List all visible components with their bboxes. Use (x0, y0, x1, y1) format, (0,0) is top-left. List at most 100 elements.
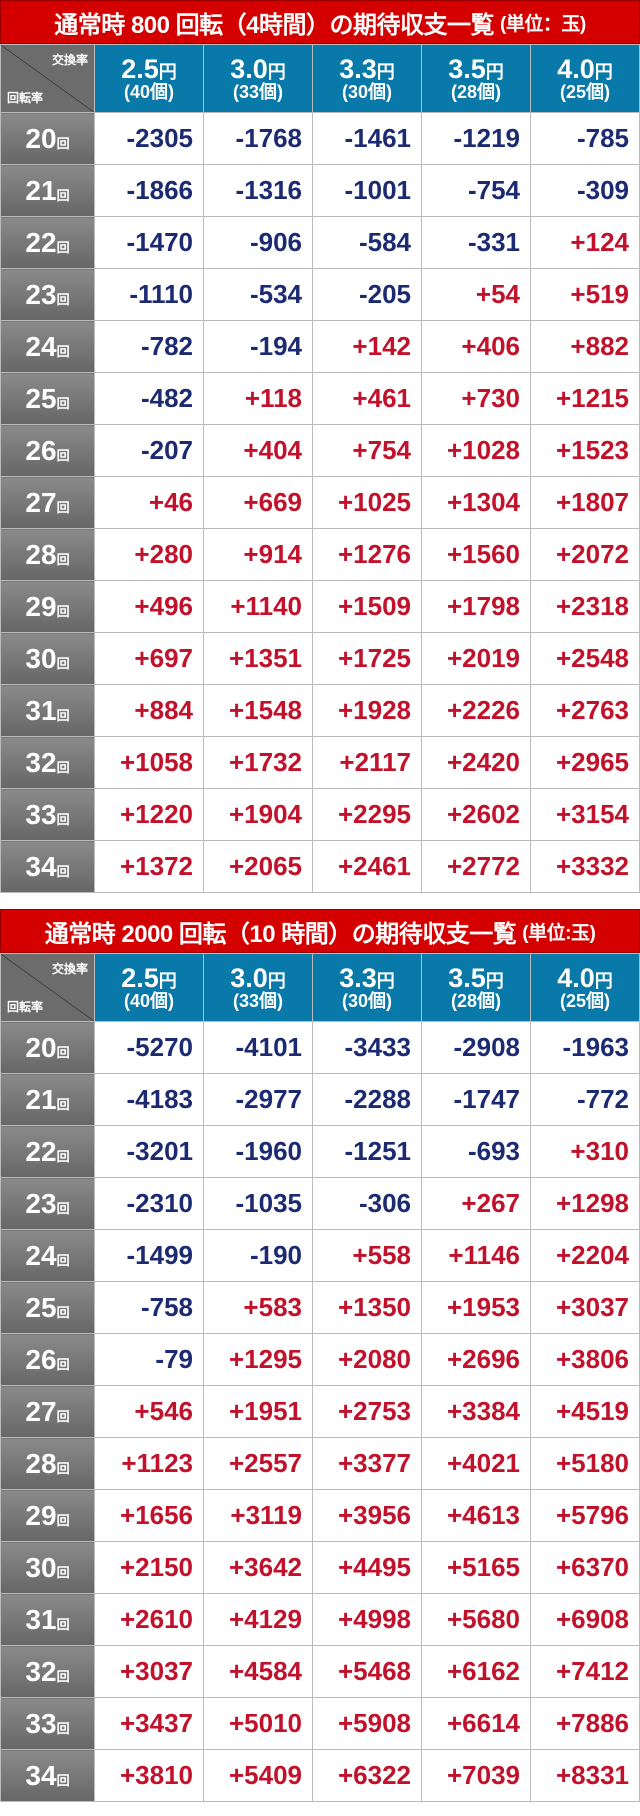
row-label: 34回 (0, 1749, 95, 1802)
table-cell: +2080 (312, 1333, 422, 1386)
table-cell: +2753 (312, 1385, 422, 1438)
table-cell: +1904 (203, 788, 313, 841)
column-header: 4.0円 (25個) (530, 44, 640, 113)
row-label: 33回 (0, 788, 95, 841)
rate-value: 2.5 (121, 962, 159, 993)
table-cell: +2019 (421, 632, 531, 685)
table-cell: -584 (312, 216, 422, 269)
rate-value: 3.5 (448, 962, 486, 993)
payout-table-section: 通常時 2000 回転（10 時間）の期待収支一覧 (単位:玉) 交換率 回転率 2.5… (0, 909, 640, 1802)
table-cell: +3956 (312, 1489, 422, 1542)
row-label: 21回 (0, 1073, 95, 1126)
table-cell: +1140 (203, 580, 313, 633)
ball-count: (33個) (232, 82, 283, 103)
table-cell: +5796 (530, 1489, 640, 1542)
row-label: 31回 (0, 1593, 95, 1646)
table-cell: +496 (94, 580, 204, 633)
table-cell: -309 (530, 164, 640, 217)
table-cell: +2117 (312, 736, 422, 789)
table-cell: +3437 (94, 1697, 204, 1750)
table-cell: +1548 (203, 684, 313, 737)
table-cell: -2310 (94, 1177, 204, 1230)
table-cell: +6322 (312, 1749, 422, 1802)
table-cell: -534 (203, 268, 313, 321)
spin-rate-value: 22 (25, 226, 57, 258)
table-cell: +5409 (203, 1749, 313, 1802)
table-cell: -1110 (94, 268, 204, 321)
table-row: 32回 +3037 +4584 +5468 +6162 +7412 (0, 1645, 640, 1698)
ball-count: (33個) (232, 991, 283, 1012)
table-cell: -3201 (94, 1125, 204, 1178)
table-cell: -1747 (421, 1073, 531, 1126)
table-cell: +3806 (530, 1333, 640, 1386)
table-cell: -190 (203, 1229, 313, 1282)
table-cell: +3119 (203, 1489, 313, 1542)
table-cell: +1028 (421, 424, 531, 477)
table-cell: +2226 (421, 684, 531, 737)
spin-rate-value: 22 (25, 1135, 57, 1167)
spin-rate-value: 34 (25, 1759, 57, 1791)
column-header: 2.5円 (40個) (94, 44, 204, 113)
table-cell: +1951 (203, 1385, 313, 1438)
table-row: 28回 +280 +914 +1276 +1560 +2072 (0, 528, 640, 581)
ball-count: (40個) (123, 991, 174, 1012)
table-cell: +1146 (421, 1229, 531, 1282)
spin-rate-label: 回転率 (7, 1000, 44, 1014)
table-cell: +2610 (94, 1593, 204, 1646)
yen-unit: 円 (376, 970, 395, 991)
row-label: 22回 (0, 1125, 95, 1178)
table-cell: +1276 (312, 528, 422, 581)
table-cell: +3810 (94, 1749, 204, 1802)
ball-count: (28個) (450, 991, 501, 1012)
rate-value: 3.0 (230, 53, 268, 84)
table-cell: +5010 (203, 1697, 313, 1750)
column-header: 3.0円 (33個) (203, 953, 313, 1022)
table-cell: -4101 (203, 1021, 313, 1074)
payout-table: 交換率 回転率 2.5円 (40個) 3.0円 (33個) 3.3円 (30個) 3.5円 (28… (0, 44, 640, 893)
table-cell: +2204 (530, 1229, 640, 1282)
table-row: 20回 -2305 -1768 -1461 -1219 -785 (0, 112, 640, 165)
spin-rate-value: 29 (25, 590, 57, 622)
spin-rate-value: 20 (25, 1031, 57, 1063)
table-cell: +1656 (94, 1489, 204, 1542)
title-text: 通常時 2000 回転（10 時間）の期待収支一覧 (44, 920, 517, 948)
row-label: 22回 (0, 216, 95, 269)
row-label: 29回 (0, 1489, 95, 1542)
spin-rate-value: 26 (25, 1343, 57, 1375)
yen-unit: 円 (376, 61, 395, 82)
row-suffix: 回 (56, 135, 70, 151)
table-cell: -758 (94, 1281, 204, 1334)
table-row: 26回 -79 +1295 +2080 +2696 +3806 (0, 1333, 640, 1386)
table-cell: +1725 (312, 632, 422, 685)
table-cell: -693 (421, 1125, 531, 1178)
table-cell: +6614 (421, 1697, 531, 1750)
spin-rate-value: 23 (25, 278, 57, 310)
table-row: 21回 -4183 -2977 -2288 -1747 -772 (0, 1073, 640, 1126)
table-cell: +7039 (421, 1749, 531, 1802)
table-cell: +267 (421, 1177, 531, 1230)
table-cell: +124 (530, 216, 640, 269)
row-suffix: 回 (56, 1252, 70, 1268)
table-cell: +4021 (421, 1437, 531, 1490)
row-suffix: 回 (56, 1044, 70, 1060)
column-header: 4.0円 (25個) (530, 953, 640, 1022)
table-row: 34回 +3810 +5409 +6322 +7039 +8331 (0, 1749, 640, 1802)
table-cell: +3037 (94, 1645, 204, 1698)
spin-rate-value: 21 (25, 1083, 57, 1115)
row-label: 26回 (0, 424, 95, 477)
table-cell: +754 (312, 424, 422, 477)
row-suffix: 回 (56, 1668, 70, 1684)
row-suffix: 回 (56, 1148, 70, 1164)
row-suffix: 回 (56, 1304, 70, 1320)
table-cell: -1035 (203, 1177, 313, 1230)
ball-count: (30個) (341, 991, 392, 1012)
unit-text: (単位：玉) (500, 13, 586, 35)
table-cell: +2548 (530, 632, 640, 685)
table-cell: +8331 (530, 1749, 640, 1802)
rate-value: 3.3 (339, 962, 377, 993)
spin-rate-value: 29 (25, 1499, 57, 1531)
table-cell: -1470 (94, 216, 204, 269)
table-row: 34回 +1372 +2065 +2461 +2772 +3332 (0, 840, 640, 893)
row-label: 34回 (0, 840, 95, 893)
table-cell: -482 (94, 372, 204, 425)
